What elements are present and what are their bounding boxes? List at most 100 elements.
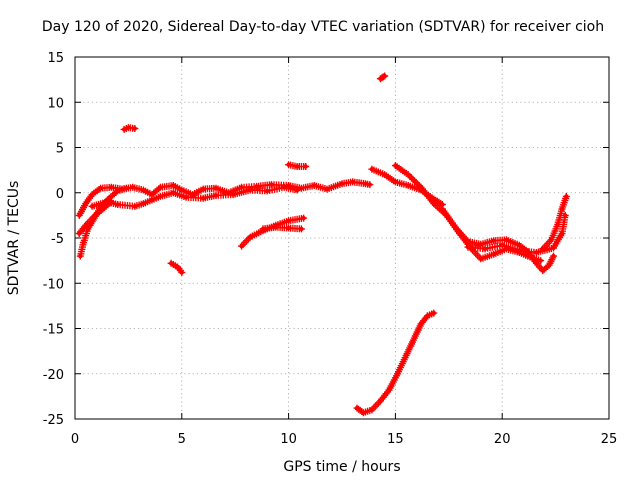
data-point — [183, 195, 189, 200]
data-point — [269, 182, 274, 187]
data-point — [175, 264, 180, 270]
data-point — [418, 321, 424, 327]
data-point — [179, 187, 184, 193]
data-point — [559, 206, 565, 212]
data-point — [517, 243, 522, 248]
data-point — [85, 226, 91, 232]
data-point — [109, 199, 114, 204]
data-point — [538, 258, 543, 263]
data-point — [367, 182, 372, 187]
data-point — [303, 164, 308, 169]
data-point — [393, 179, 398, 185]
data-point — [406, 183, 411, 188]
data-point — [491, 238, 496, 243]
data-point — [559, 231, 565, 236]
data-point — [100, 206, 105, 212]
data-point — [350, 179, 355, 185]
data-point — [260, 226, 266, 232]
data-point — [386, 387, 392, 393]
series-markers — [376, 72, 389, 83]
data-point — [491, 252, 496, 257]
data-point — [406, 172, 411, 177]
data-point — [77, 213, 82, 218]
x-tick-label: 0 — [71, 432, 79, 447]
x-tick-label: 20 — [494, 432, 511, 447]
series-arc-midday-lower — [259, 223, 305, 233]
data-point — [410, 339, 415, 345]
data-point — [299, 226, 304, 232]
data-point — [418, 185, 424, 190]
data-point — [81, 240, 86, 245]
data-point — [294, 164, 300, 169]
data-point — [171, 183, 176, 188]
data-point — [564, 194, 569, 199]
data-point — [465, 239, 471, 244]
plot-frame — [74, 56, 610, 420]
series-arc-small-mid — [167, 259, 186, 276]
x-tick-labels: 0 5 10 15 20 25 — [71, 432, 617, 447]
data-point — [551, 253, 556, 259]
data-point — [213, 193, 219, 198]
data-point — [517, 248, 522, 253]
data-point — [89, 192, 95, 197]
data-point — [78, 253, 83, 259]
data-point — [339, 181, 345, 186]
data-point — [540, 268, 545, 273]
data-point — [141, 201, 146, 206]
series-arc-deep — [353, 309, 438, 417]
y-tick-label: 5 — [56, 142, 64, 157]
data-point — [273, 224, 278, 230]
series-arc-single-top — [376, 72, 389, 83]
series-markers — [353, 309, 438, 417]
data-point — [431, 201, 437, 206]
data-point — [179, 270, 184, 275]
data-point — [124, 186, 129, 191]
data-point — [200, 186, 206, 192]
series-arc-main-upper — [75, 178, 374, 219]
data-point — [286, 225, 291, 231]
data-point — [294, 187, 300, 193]
x-tick-label: 5 — [178, 432, 186, 447]
data-point — [77, 231, 82, 236]
data-point — [440, 202, 445, 207]
data-point — [247, 234, 253, 240]
y-tick-label: 0 — [56, 187, 64, 202]
data-point — [369, 167, 375, 172]
y-tick-label: -5 — [51, 232, 64, 247]
data-point — [382, 73, 387, 79]
y-tick-label: -25 — [43, 413, 64, 428]
data-point — [115, 188, 120, 194]
series-markers — [75, 178, 374, 219]
series-arc-small-right — [285, 161, 310, 170]
data-point — [230, 192, 236, 197]
chart-title: Day 120 of 2020, Sidereal Day-to-day VTE… — [42, 19, 604, 35]
series-arc-main-lower — [88, 183, 301, 210]
series-arc-small-top — [120, 124, 139, 133]
data-point — [393, 163, 398, 168]
y-tick-label: -10 — [43, 277, 64, 292]
data-point — [247, 187, 253, 193]
data-point — [158, 185, 163, 190]
x-tick-label: 25 — [601, 432, 618, 447]
series-arc-left-drop — [76, 184, 130, 260]
data-point — [149, 197, 155, 203]
data-point — [504, 237, 509, 243]
series-arc-left-short — [75, 198, 115, 237]
data-point — [354, 405, 360, 411]
x-tick-label: 15 — [387, 432, 404, 447]
series-markers — [438, 205, 557, 275]
data-point — [121, 127, 127, 132]
data-series — [75, 72, 570, 417]
data-point — [239, 185, 244, 190]
data-point — [563, 213, 568, 218]
data-point — [115, 202, 120, 207]
data-point — [109, 185, 114, 190]
data-point — [361, 410, 366, 415]
series-arc-evening-c — [438, 205, 557, 275]
data-point — [158, 194, 163, 199]
series-arc-late-rise — [539, 192, 570, 253]
data-point — [549, 237, 554, 243]
data-point — [171, 190, 176, 195]
data-point — [534, 250, 539, 255]
data-point — [369, 407, 375, 413]
